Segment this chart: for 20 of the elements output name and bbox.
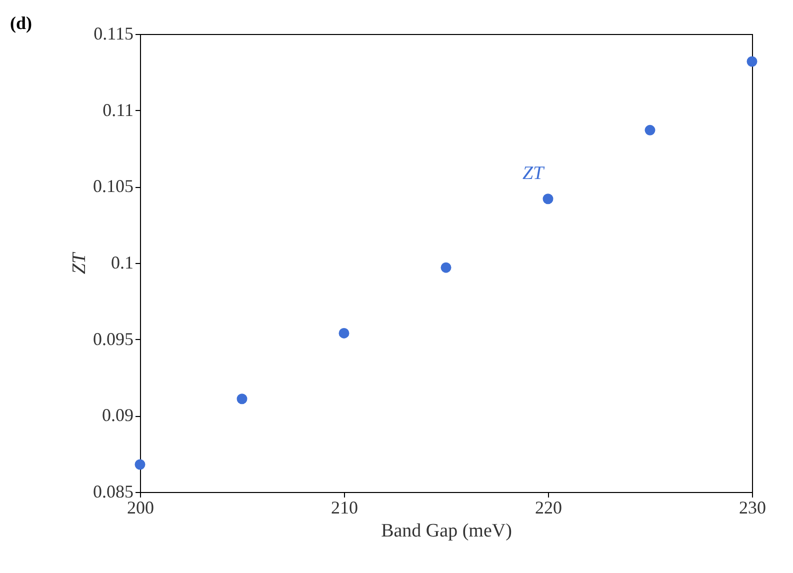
- chart-title: (d): [10, 13, 32, 33]
- y-tick-label: 0.11: [102, 100, 134, 120]
- y-tick-label: 0.115: [94, 24, 134, 44]
- point: [542, 194, 554, 204]
- y-tick-label: 0.09: [102, 405, 134, 426]
- x-tick-label: 220: [535, 498, 562, 518]
- y-axis-title: ZT: [69, 252, 90, 274]
- point: [134, 459, 146, 470]
- y-tick-label: 0.095: [93, 328, 134, 349]
- series-label: ZT: [522, 162, 545, 184]
- point: [236, 394, 248, 404]
- x-axis-title: Band Gap (meV): [381, 520, 512, 542]
- x-tick-label: 210: [331, 498, 358, 518]
- y-tick-label: 0.1: [111, 252, 134, 272]
- y-tick-label: 0.105: [93, 176, 134, 196]
- x-tick-label: 230: [739, 498, 766, 518]
- point: [338, 328, 350, 338]
- point: [644, 124, 656, 136]
- point: [746, 56, 758, 67]
- point: [440, 262, 452, 273]
